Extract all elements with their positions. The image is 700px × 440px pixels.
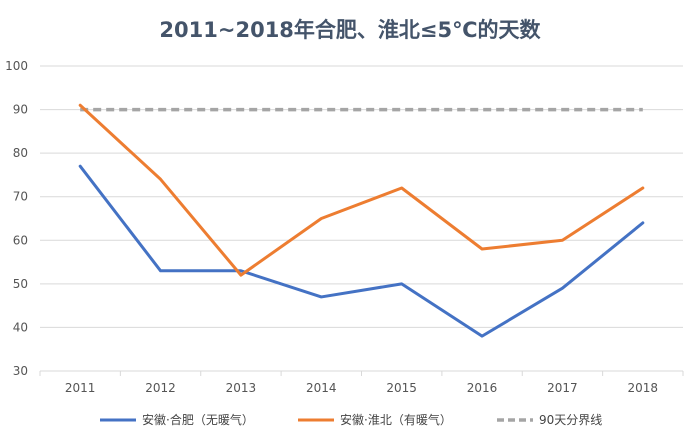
series-line-1 <box>78 103 645 277</box>
y-tick-label: 40 <box>13 320 28 334</box>
x-tick-label: 2012 <box>145 381 176 395</box>
legend: 安徽·合肥（无暖气） 安徽·淮北（有暖气） 90天分界线 <box>100 412 602 427</box>
y-tick-label: 60 <box>13 233 28 247</box>
y-tick-label: 80 <box>13 146 28 160</box>
x-tick-label: 2011 <box>65 381 96 395</box>
x-tick-label: 2016 <box>467 381 498 395</box>
x-tick-label: 2013 <box>226 381 257 395</box>
y-tick-label: 90 <box>13 103 28 117</box>
x-tick-label: 2014 <box>306 381 337 395</box>
series-lines <box>78 103 645 338</box>
x-tick-label: 2017 <box>547 381 578 395</box>
legend-label-0: 安徽·合肥（无暖气） <box>142 412 254 427</box>
legend-label-2: 90天分界线 <box>539 413 602 427</box>
x-tick-label: 2015 <box>386 381 417 395</box>
legend-label-1: 安徽·淮北（有暖气） <box>340 412 452 427</box>
series-line-0 <box>78 164 645 338</box>
gridlines <box>40 65 683 372</box>
y-tick-label: 50 <box>13 277 28 291</box>
y-tick-label: 30 <box>13 364 28 378</box>
y-tick-label: 100 <box>5 59 28 73</box>
axes: 30 40 50 60 70 80 90 100 2011 2012 2013 2014 2015 201… <box>5 59 684 395</box>
y-tick-label: 70 <box>13 190 28 204</box>
x-tick-label: 2018 <box>628 381 659 395</box>
chart-title: 2011~2018年合肥、淮北≤5℃的天数 <box>159 18 541 42</box>
